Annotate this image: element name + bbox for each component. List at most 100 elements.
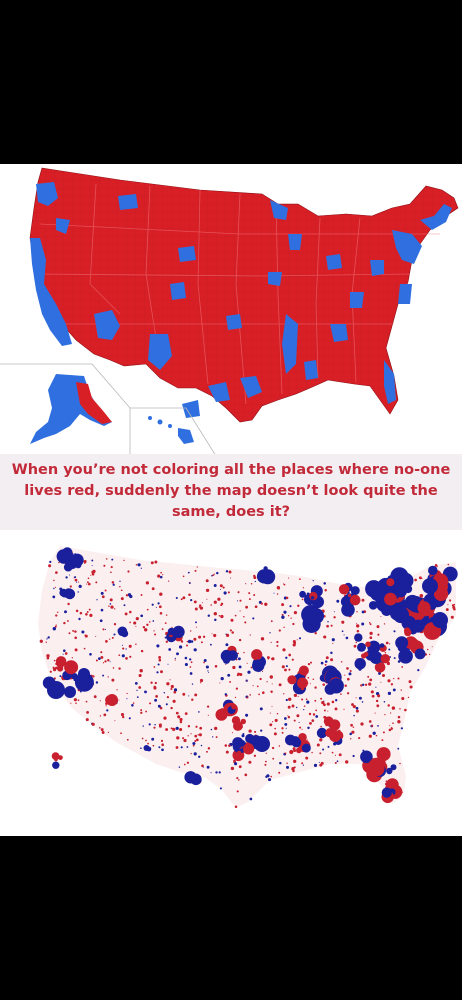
bubble	[59, 675, 62, 678]
bubble	[64, 588, 76, 600]
bubble	[157, 663, 160, 666]
bubble	[305, 756, 309, 760]
bubble	[213, 633, 217, 638]
bubble	[131, 704, 134, 707]
bubble	[146, 608, 149, 611]
bubble	[100, 651, 103, 654]
bubble	[184, 662, 188, 667]
bubble	[319, 752, 322, 755]
bubble	[109, 661, 111, 663]
bubble	[197, 734, 199, 736]
bubble	[174, 657, 176, 659]
bubble	[206, 750, 208, 753]
bubble	[287, 705, 291, 709]
bubble	[128, 644, 132, 648]
bubble	[301, 698, 304, 701]
bubble	[331, 638, 335, 642]
bubble	[323, 700, 325, 702]
bubble	[254, 736, 270, 752]
bubble	[325, 656, 329, 660]
bubble	[219, 588, 221, 590]
bubble	[400, 727, 403, 730]
bubble	[101, 731, 105, 734]
bubble	[104, 628, 106, 630]
bubble	[369, 623, 372, 626]
bubble	[83, 559, 87, 564]
bubble	[169, 679, 171, 681]
bubble	[393, 630, 396, 633]
bubble	[187, 639, 192, 644]
bubble	[194, 607, 198, 611]
bubble	[316, 743, 320, 747]
meme-image: When you’re not coloring all the places …	[0, 164, 462, 836]
bubble	[234, 614, 237, 617]
bubble	[64, 610, 67, 614]
bubble	[237, 591, 240, 594]
bubble	[380, 616, 382, 617]
bubble	[186, 746, 189, 748]
bubble	[307, 662, 311, 666]
bubble	[392, 688, 396, 692]
bubble	[236, 777, 239, 780]
bubble	[229, 680, 232, 683]
bubble	[381, 739, 384, 742]
bubble	[253, 574, 256, 578]
bubble	[445, 608, 449, 612]
bubble	[307, 676, 310, 679]
bubble	[138, 673, 142, 678]
bubble	[156, 671, 159, 674]
bubble	[198, 711, 200, 713]
bubble	[140, 614, 144, 618]
bubble	[341, 620, 345, 624]
bubble	[231, 631, 234, 634]
bubble	[135, 625, 137, 627]
bubble	[347, 593, 352, 598]
bubble	[253, 754, 257, 757]
bubble	[346, 667, 349, 670]
bubble	[46, 656, 50, 660]
bubble	[274, 718, 278, 722]
bubble	[281, 613, 284, 616]
bubble	[248, 592, 251, 595]
bubble	[390, 727, 393, 729]
bubble	[54, 586, 57, 588]
bubble	[252, 617, 255, 620]
bubble	[214, 665, 218, 668]
bubble	[155, 695, 158, 698]
bubble	[81, 630, 85, 634]
bubble	[154, 698, 158, 702]
bubble	[165, 728, 169, 731]
bubble	[192, 744, 195, 747]
bubble	[150, 681, 153, 684]
bubble	[145, 581, 150, 585]
bubble	[232, 737, 244, 749]
bubble	[125, 648, 127, 650]
bubble	[155, 606, 157, 608]
bubble	[324, 663, 327, 666]
bubble	[98, 657, 101, 660]
bubble	[223, 591, 227, 595]
bubble	[281, 731, 284, 734]
bubble	[401, 696, 405, 701]
bubble	[214, 726, 218, 731]
bubble	[145, 710, 148, 713]
bubble	[326, 624, 329, 628]
bubble	[365, 641, 371, 648]
bubble	[352, 754, 355, 758]
inset-dividers	[0, 363, 217, 456]
bubble	[70, 702, 72, 704]
bubble	[292, 640, 296, 643]
bubble	[384, 652, 387, 654]
bubble	[260, 729, 263, 732]
bubble	[127, 593, 132, 597]
bubble	[89, 652, 92, 656]
bubble	[99, 619, 103, 623]
bubble	[225, 643, 229, 647]
bubble	[323, 582, 326, 585]
bubble	[324, 589, 327, 592]
bubble	[245, 605, 248, 609]
bubble	[238, 638, 242, 642]
bubble	[356, 623, 358, 625]
bubble	[83, 647, 86, 650]
bubble	[103, 564, 106, 567]
